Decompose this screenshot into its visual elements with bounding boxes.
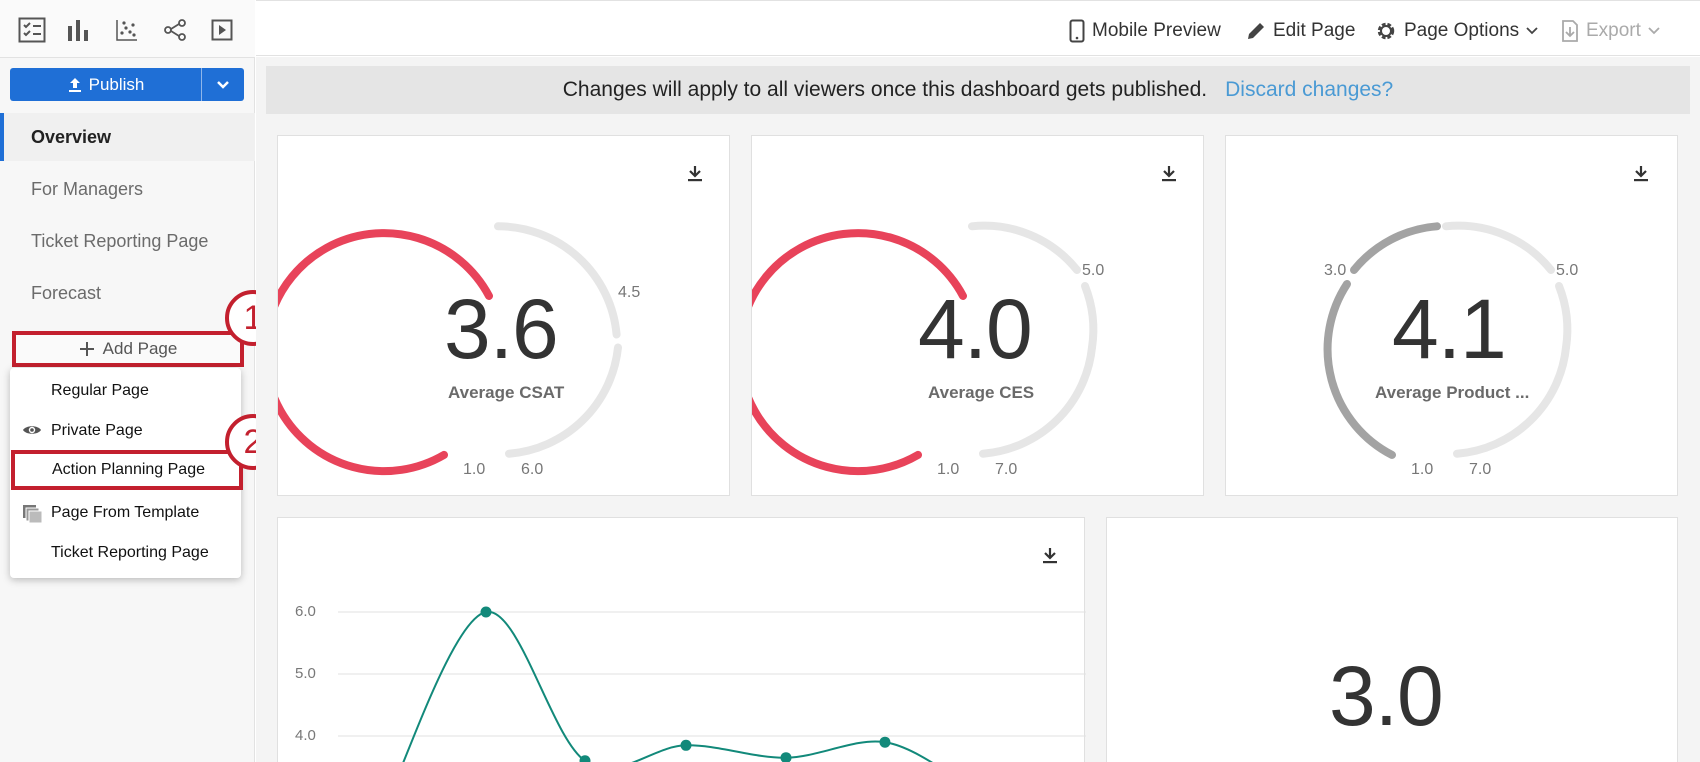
page-item-ticket-reporting[interactable]: Ticket Reporting Page (0, 217, 255, 265)
gauge-value: 4.0 (918, 282, 1033, 376)
page-item-forecast[interactable]: Forecast (0, 269, 255, 317)
gauge-widget-product: 4.1 Average Product ... 1.0 7.0 3.0 5.0 (1225, 135, 1678, 496)
y-tick-label: 5.0 (295, 665, 316, 682)
export-button[interactable]: Export (1561, 15, 1660, 47)
menu-item-private-page[interactable]: Private Page (10, 411, 241, 451)
menu-item-label: Regular Page (51, 382, 149, 399)
gauge-max: 7.0 (1469, 461, 1492, 478)
scatter-icon[interactable] (112, 16, 142, 44)
mobile-phone-icon (1069, 19, 1085, 43)
presentation-play-icon[interactable] (207, 16, 237, 44)
view-toolbar (0, 0, 255, 58)
page-options-label: Page Options (1404, 20, 1520, 41)
gear-icon (1377, 22, 1395, 40)
eye-icon (22, 422, 42, 443)
add-page-label: Add Page (102, 339, 178, 358)
discard-changes-link[interactable]: Discard changes? (1225, 78, 1394, 101)
gauge-max: 7.0 (995, 461, 1018, 478)
mobile-preview-label: Mobile Preview (1092, 20, 1221, 41)
data-point[interactable] (780, 752, 792, 762)
chevron-down-icon (1648, 27, 1660, 35)
download-icon[interactable] (1631, 163, 1651, 183)
line-chart-widget: 6.0 5.0 4.0 (277, 517, 1086, 762)
gauge-threshold-low: 3.0 (1324, 262, 1347, 279)
number-widget: 3.0 (1106, 517, 1678, 762)
menu-item-label: Ticket Reporting Page (51, 544, 209, 561)
page-header: Mobile Preview Edit Page Page Options Ex… (256, 0, 1700, 56)
publish-label: Publish (88, 74, 145, 94)
line-chart-plot (338, 606, 1086, 762)
menu-item-label: Private Page (51, 422, 143, 439)
gauge-value: 4.1 (1392, 282, 1507, 376)
add-page-button[interactable]: Add Page (12, 331, 244, 367)
gauge-threshold: 5.0 (1082, 262, 1105, 279)
upload-icon (68, 77, 81, 92)
gauge-label: Average Product ... (1375, 383, 1530, 402)
gauge-min: 1.0 (937, 461, 960, 478)
gauge-max: 6.0 (521, 461, 544, 478)
gauge-widget-csat: 3.6 Average CSAT 1.0 6.0 4.5 (277, 135, 730, 496)
menu-item-regular-page[interactable]: Regular Page (10, 371, 241, 411)
publish-options-button[interactable] (202, 68, 244, 101)
publish-button[interactable]: Publish (10, 68, 202, 101)
plus-icon (79, 342, 94, 356)
y-tick-label: 6.0 (295, 603, 316, 620)
chevron-down-icon (217, 80, 229, 89)
menu-item-action-planning-page[interactable]: Action Planning Page (11, 450, 243, 490)
unpublished-banner: Changes will apply to all viewers once t… (266, 66, 1690, 114)
page-item-for-managers[interactable]: For Managers (0, 165, 255, 213)
banner-message: Changes will apply to all viewers once t… (562, 78, 1208, 101)
download-icon[interactable] (685, 163, 705, 183)
export-label: Export (1586, 20, 1641, 41)
chevron-down-icon (1526, 27, 1538, 35)
gauge-threshold: 5.0 (1556, 262, 1579, 279)
menu-item-page-from-template[interactable]: Page From Template (10, 493, 241, 533)
data-point[interactable] (480, 606, 492, 618)
edit-page-button[interactable]: Edit Page (1246, 15, 1355, 47)
gauge-chart (278, 222, 622, 476)
gauge-min: 1.0 (463, 461, 486, 478)
menu-item-ticket-reporting-page[interactable]: Ticket Reporting Page (10, 533, 241, 573)
y-tick-label: 4.0 (295, 727, 316, 744)
copy-pages-icon (22, 504, 44, 529)
pencil-icon (1248, 23, 1264, 39)
page-item-label: Ticket Reporting Page (31, 230, 209, 251)
gauge-chart (752, 221, 1098, 476)
data-point[interactable] (680, 739, 692, 751)
gauge-widget-ces: 4.0 Average CES 1.0 7.0 5.0 (751, 135, 1204, 496)
export-icon (1562, 20, 1578, 42)
data-point[interactable] (879, 736, 891, 748)
mobile-preview-button[interactable]: Mobile Preview (1069, 15, 1221, 47)
page-options-button[interactable]: Page Options (1375, 15, 1538, 47)
gauge-threshold: 4.5 (618, 284, 641, 301)
number-widget-value: 3.0 (1329, 649, 1444, 743)
share-icon[interactable] (160, 16, 190, 44)
gauge-label: Average CSAT (448, 383, 565, 402)
checklist-icon[interactable] (17, 16, 47, 44)
publish-split-button: Publish (10, 68, 244, 101)
page-item-overview[interactable]: Overview (0, 113, 255, 161)
download-icon[interactable] (1159, 163, 1179, 183)
page-item-label: For Managers (31, 178, 144, 199)
data-point[interactable] (579, 755, 591, 762)
page-item-label: Forecast (31, 282, 102, 303)
gauge-label: Average CES (928, 383, 1035, 402)
gauge-value: 3.6 (444, 282, 559, 376)
sidebar: Publish Overview For Managers Ticket Rep… (0, 0, 281, 762)
gauge-chart (1323, 221, 1572, 459)
edit-page-label: Edit Page (1273, 20, 1356, 41)
gauge-min: 1.0 (1411, 461, 1434, 478)
page-item-label: Overview (31, 126, 112, 147)
menu-item-label: Action Planning Page (52, 461, 205, 478)
bar-chart-icon[interactable] (63, 16, 93, 44)
download-icon[interactable] (1040, 545, 1060, 565)
add-page-menu: Regular Page Private Page Action Plannin… (10, 368, 243, 578)
series-line (402, 610, 934, 762)
menu-item-label: Page From Template (51, 504, 200, 521)
